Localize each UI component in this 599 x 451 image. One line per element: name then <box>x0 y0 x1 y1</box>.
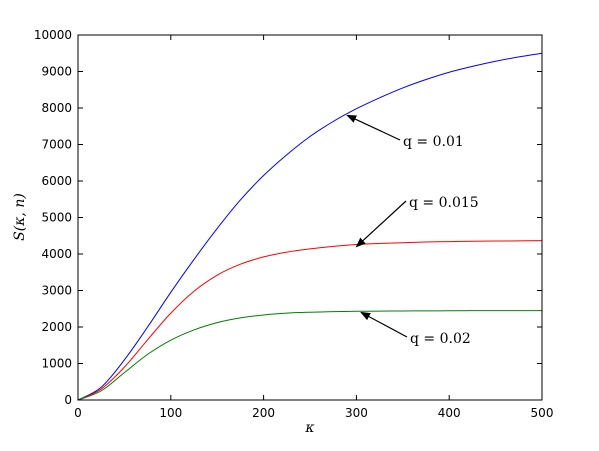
y-tick-label: 9000 <box>41 65 72 79</box>
y-tick-label: 1000 <box>41 357 72 371</box>
y-tick-label: 3000 <box>41 284 72 298</box>
annotation-label: q = 0.01 <box>403 134 464 150</box>
x-tick-label: 200 <box>252 406 275 420</box>
annotation-arrow <box>355 200 407 248</box>
y-tick-label: 8000 <box>41 101 72 115</box>
annotation-arrow <box>346 114 401 141</box>
x-tick-label: 300 <box>345 406 368 420</box>
y-tick-label: 2000 <box>41 320 72 334</box>
annotation-label: q = 0.015 <box>409 195 479 211</box>
y-tick-label: 0 <box>64 393 72 407</box>
y-tick-label: 5000 <box>41 211 72 225</box>
annotation-arrow <box>360 311 408 338</box>
y-tick-label: 6000 <box>41 174 72 188</box>
series-line-3 <box>77 310 543 401</box>
series-line-2 <box>77 240 543 401</box>
annotation-layer: q = 0.01 q = 0.015 q = 0.02 <box>346 114 479 347</box>
tick-layer: 0 100 200 300 400 500010002000300040005000600… <box>34 28 554 420</box>
x-tick-label: 500 <box>531 406 554 420</box>
x-axis-label: κ <box>304 420 314 436</box>
plot-area <box>78 35 542 400</box>
y-tick-label: 4000 <box>41 247 72 261</box>
axes-frame <box>77 34 543 401</box>
annotation-label: q = 0.02 <box>410 331 471 347</box>
x-tick-label: 400 <box>438 406 461 420</box>
y-axis-label: S(κ, n) <box>12 193 28 241</box>
series-layer <box>77 52 543 401</box>
x-tick-label: 100 <box>159 406 182 420</box>
y-tick-label: 10000 <box>34 28 72 42</box>
series-line-1 <box>77 52 543 401</box>
y-tick-label: 7000 <box>41 138 72 152</box>
x-tick-label: 0 <box>74 406 82 420</box>
